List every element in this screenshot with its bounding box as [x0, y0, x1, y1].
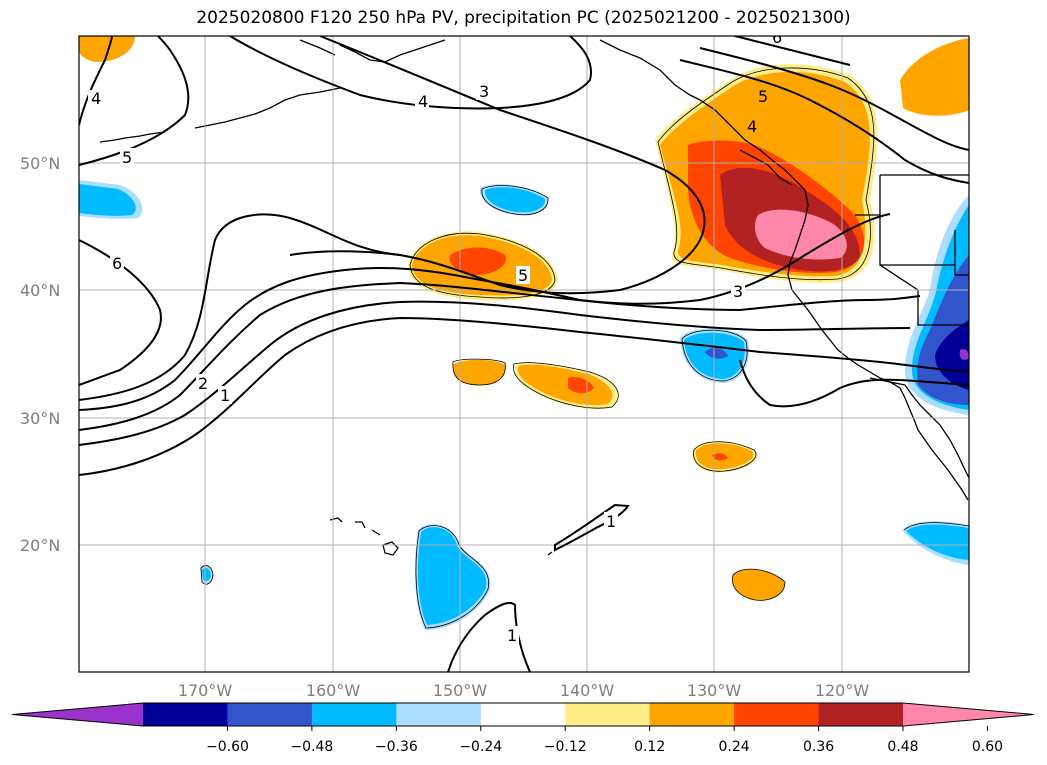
colorbar-tick-label: 0.24	[719, 739, 750, 755]
colorbar-segment	[565, 703, 651, 726]
lat-label: 30°N	[20, 409, 60, 428]
colorbar-segment	[649, 703, 735, 726]
lat-label: 20°N	[20, 536, 60, 555]
colorbar-segment	[227, 703, 313, 726]
gridlines	[79, 36, 969, 672]
contour-label: 6	[112, 254, 122, 273]
colorbar-tick-label: −0.12	[544, 739, 587, 755]
colorbar-tick-label: −0.36	[375, 739, 418, 755]
contour-label: 4	[418, 92, 428, 111]
map-border	[78, 35, 970, 673]
pv-contour-labels: 4 3 4 5 6 5 5 4 3 2 1 1 1 6	[88, 28, 782, 645]
lat-label: 50°N	[20, 154, 60, 173]
colorbar-segment	[818, 703, 904, 726]
colorbar-tick-label: 0.36	[803, 739, 834, 755]
lat-label: 40°N	[20, 281, 60, 300]
colorbar-segment	[480, 703, 566, 726]
contour-label: 3	[479, 82, 489, 101]
colorbar-tick-label: −0.24	[459, 739, 502, 755]
colorbar-extend-max	[903, 703, 1034, 726]
longitude-labels: 170°W 160°W 150°W 140°W 130°W 120°W	[178, 681, 870, 700]
colorbar-tick-label: 0.60	[972, 739, 1003, 755]
colorbar-tick-label: −0.48	[290, 739, 333, 755]
contour-label: 5	[122, 148, 132, 167]
coastlines	[99, 39, 969, 556]
precipitation-fields	[79, 36, 969, 630]
contour-label: 4	[91, 89, 101, 108]
lon-label: 130°W	[687, 681, 742, 700]
colorbar: −0.60 −0.48 −0.36 −0.24 −0.12 0.12 0.24 0.36 0.4…	[11, 702, 1035, 755]
contour-label: 1	[220, 386, 230, 405]
lon-label: 120°W	[815, 681, 870, 700]
contour-label: 4	[747, 117, 757, 136]
figure-title: 2025020800 F120 250 hPa PV, precipitatio…	[196, 8, 851, 28]
contour-label: 6	[772, 28, 782, 47]
lon-label: 170°W	[178, 681, 233, 700]
contour-label: 3	[733, 282, 743, 301]
colorbar-tick-label: 0.48	[887, 739, 918, 755]
lon-label: 140°W	[560, 681, 615, 700]
contour-label: 5	[758, 87, 768, 106]
pv-contours	[79, 36, 969, 672]
colorbar-outline	[11, 702, 1035, 727]
colorbar-segment	[311, 703, 397, 726]
contour-label: 1	[606, 512, 616, 531]
latitude-labels: 20°N 30°N 40°N 50°N	[20, 154, 60, 555]
colorbar-tick-label: 0.12	[634, 739, 665, 755]
lon-label: 160°W	[306, 681, 361, 700]
colorbar-segment	[396, 703, 482, 726]
colorbar-tick-label: −0.60	[206, 739, 249, 755]
contour-label: 5	[518, 266, 528, 285]
contour-label: 2	[198, 374, 208, 393]
map-panel: 4 3 4 5 6 5 5 4 3 2 1 1 1 6	[79, 28, 969, 672]
colorbar-segment	[734, 703, 820, 726]
colorbar-extend-min	[12, 703, 143, 726]
lon-label: 150°W	[433, 681, 488, 700]
colorbar-segment	[143, 703, 228, 726]
contour-label: 1	[507, 626, 517, 645]
